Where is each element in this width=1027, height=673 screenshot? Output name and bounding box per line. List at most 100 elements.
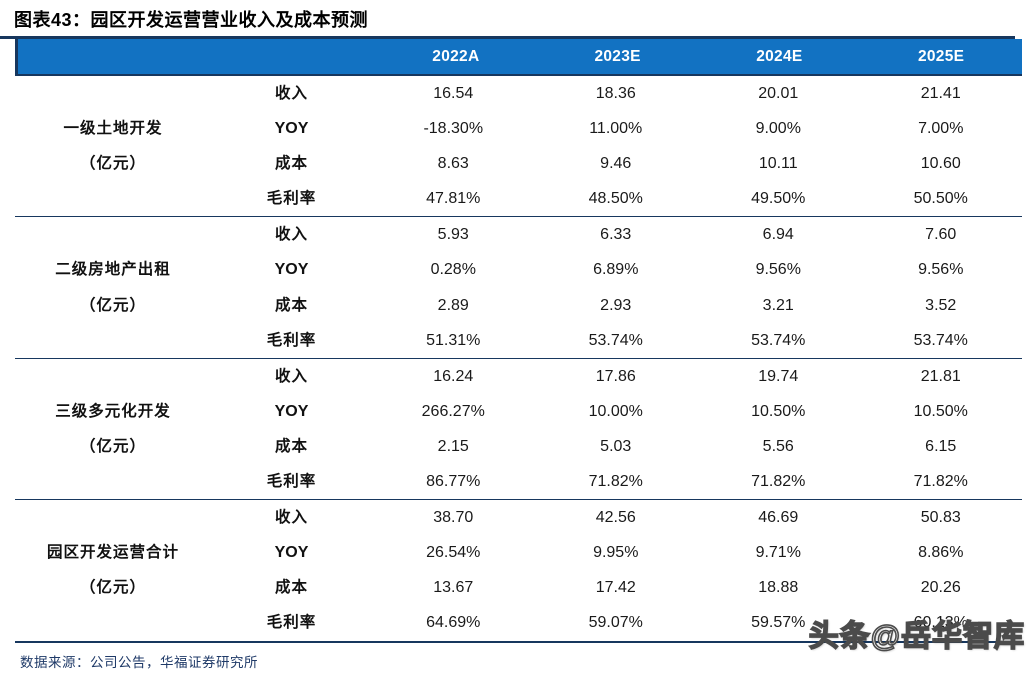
metric-label: 毛利率 (266, 331, 317, 349)
column-header-2025e: 2025E (917, 47, 965, 65)
table-cell: 10.50% (913, 402, 968, 420)
group-unit: （亿元） (79, 155, 146, 173)
table-cell: 17.86 (595, 367, 636, 385)
table-cell: 2.93 (600, 296, 632, 314)
forecast-table: 2022A 2023E 2024E 2025E 一级土地开发 （亿元） 收入 16.5… (15, 39, 1022, 643)
table-cell: 20.26 (920, 579, 961, 597)
table-groups: 一级土地开发 （亿元） 收入 16.54 18.36 20.01 21.41 YOY -18.3… (15, 76, 1022, 643)
table-cell: 3.52 (925, 296, 957, 314)
metric-label: 收入 (274, 509, 308, 527)
table-cell: 64.69% (426, 614, 481, 632)
table-cell: 17.42 (595, 579, 636, 597)
metric-label: YOY (274, 261, 309, 279)
table-cell: 16.54 (433, 85, 474, 102)
table-cell: 59.57% (751, 614, 806, 632)
table-header-row: 2022A 2023E 2024E 2025E (15, 39, 1022, 76)
table-cell: 9.46 (600, 155, 632, 173)
table-cell: 9.71% (755, 544, 801, 562)
page-title: 图表43：园区开发运营营业收入及成本预测 (14, 10, 369, 30)
table-group: 一级土地开发 （亿元） 收入 16.54 18.36 20.01 21.41 YOY -18.3… (15, 76, 1022, 218)
table-cell: 21.81 (920, 367, 961, 385)
table-cell: 53.74% (588, 331, 643, 349)
table-cell: 2.89 (437, 296, 469, 314)
table-cell: 11.00% (589, 120, 643, 138)
table-cell: 0.28% (430, 261, 476, 279)
top-rule-divider (0, 36, 1015, 39)
table-cell: -18.30% (423, 120, 484, 138)
metric-label: 成本 (274, 437, 308, 455)
table-cell: 3.21 (762, 296, 794, 314)
table-cell: 71.82% (913, 473, 968, 491)
table-cell: 5.93 (437, 226, 469, 244)
group-name: 三级多元化开发 (55, 402, 171, 420)
table-cell: 60.13% (913, 614, 968, 632)
table-cell: 59.07% (588, 614, 643, 632)
table-cell: 51.31% (426, 331, 481, 349)
metric-label: 成本 (274, 155, 308, 173)
table-cell: 8.63 (437, 155, 469, 173)
table-cell: 7.00% (918, 120, 964, 138)
table-group: 二级房地产出租 （亿元） 收入 5.93 6.33 6.94 7.60 YOY 0.28% 6.8… (15, 217, 1022, 359)
group-unit: （亿元） (79, 579, 146, 597)
watermark: 头条@岳华智库 (808, 619, 1025, 654)
table-cell: 2.15 (437, 437, 469, 455)
metric-label: YOY (274, 544, 309, 562)
metric-label: 毛利率 (266, 614, 317, 632)
metric-label: 毛利率 (266, 190, 317, 208)
metric-label: 收入 (274, 85, 308, 102)
table-cell: 6.89% (593, 261, 639, 279)
table-cell: 13.67 (433, 579, 474, 597)
table-cell: 86.77% (426, 473, 481, 491)
metric-label: YOY (274, 402, 309, 420)
table-cell: 8.86% (918, 544, 964, 562)
table-cell: 49.50% (751, 190, 806, 208)
group-label: 园区开发运营合计 （亿元） (15, 500, 211, 640)
table-cell: 71.82% (751, 473, 806, 491)
column-header-2023e: 2023E (594, 47, 641, 65)
group-name: 园区开发运营合计 (46, 544, 179, 562)
table-cell: 50.83 (920, 509, 961, 527)
table-cell: 46.69 (758, 509, 799, 527)
data-source-note: 数据来源：公司公告，华福证券研究所 (20, 655, 258, 670)
table-cell: 10.50% (751, 402, 806, 420)
table-cell: 266.27% (421, 402, 485, 420)
table-cell: 53.74% (751, 331, 806, 349)
group-unit: （亿元） (79, 296, 146, 314)
table-cell: 10.11 (758, 155, 798, 173)
column-header-2022a: 2022A (432, 47, 480, 65)
table-cell: 26.54% (426, 544, 481, 562)
group-label: 三级多元化开发 （亿元） (15, 359, 211, 499)
metric-label: 成本 (274, 296, 308, 314)
table-cell: 6.94 (762, 226, 794, 244)
column-header-2024e: 2024E (756, 47, 803, 65)
table-cell: 5.03 (600, 437, 632, 455)
table-cell: 48.50% (588, 190, 643, 208)
metric-label: 成本 (274, 579, 308, 597)
table-cell: 9.56% (755, 261, 801, 279)
table-cell: 18.36 (595, 85, 636, 102)
group-unit: （亿元） (79, 437, 146, 455)
metric-label: 收入 (274, 226, 308, 244)
table-cell: 42.56 (595, 509, 636, 527)
table-cell: 9.56% (918, 261, 964, 279)
table-cell: 10.00% (588, 402, 643, 420)
table-cell: 18.88 (758, 579, 799, 597)
table-group: 三级多元化开发 （亿元） 收入 16.24 17.86 19.74 21.81 YOY 266.… (15, 359, 1022, 501)
table-cell: 47.81% (426, 190, 481, 208)
table-cell: 16.24 (433, 367, 474, 385)
metric-label: YOY (274, 120, 309, 138)
group-name: 一级土地开发 (63, 120, 163, 138)
table-cell: 9.95% (593, 544, 639, 562)
table-cell: 7.60 (925, 226, 957, 244)
metric-label: 收入 (274, 367, 308, 385)
table-cell: 21.41 (920, 85, 961, 102)
table-cell: 19.74 (758, 367, 799, 385)
table-group: 园区开发运营合计 （亿元） 收入 38.70 42.56 46.69 50.83 YOY 26.… (15, 500, 1022, 643)
group-label: 一级土地开发 （亿元） (15, 76, 211, 216)
table-cell: 53.74% (913, 331, 968, 349)
table-cell: 6.33 (600, 226, 632, 244)
table-cell: 71.82% (588, 473, 643, 491)
group-label: 二级房地产出租 （亿元） (15, 217, 211, 357)
table-cell: 50.50% (913, 190, 968, 208)
table-cell: 6.15 (925, 437, 957, 455)
